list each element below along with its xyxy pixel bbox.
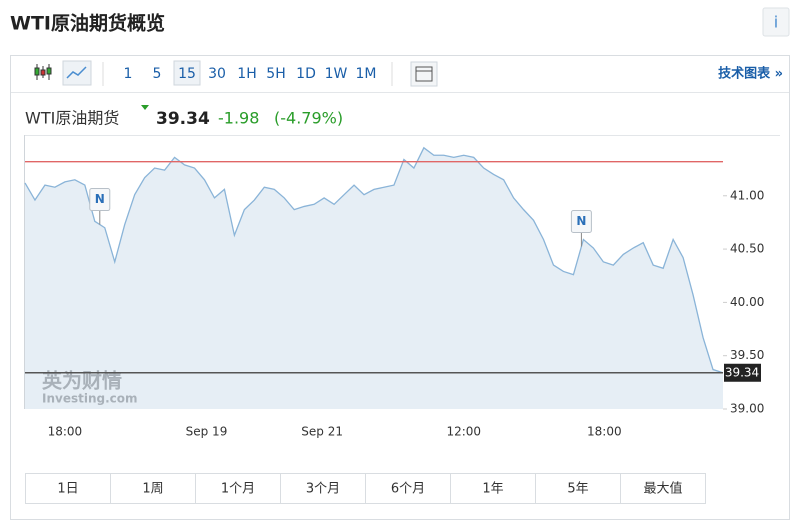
range-button[interactable] [195,473,281,504]
quote-change-percent: (-4.79%) [274,109,343,128]
interval-button[interactable]: 15 [178,66,196,82]
interval-button[interactable]: 1M [356,66,377,82]
news-marker[interactable] [89,188,111,212]
range-button[interactable] [450,473,536,504]
interval-button[interactable]: 1D [296,66,316,82]
range-button[interactable] [280,473,366,504]
price-tag-label: 39.34 [725,365,759,379]
info-button[interactable] [762,7,790,37]
interval-active[interactable] [173,60,201,86]
range-button-label[interactable]: 3个月 [306,482,340,497]
y-tick-label: 40.50 [730,242,764,256]
news-marker[interactable] [570,210,592,234]
news-marker-label[interactable]: N [576,214,586,228]
news-marker-label[interactable]: N [95,192,105,206]
range-button-label[interactable]: 1年 [482,482,503,497]
price-tag [724,363,761,382]
panel [10,55,790,520]
range-button-label[interactable]: 1个月 [221,482,255,497]
x-tick-label: 18:00 [587,425,622,439]
y-tick-label: 41.00 [730,188,764,202]
y-tick-label: 39.50 [730,348,764,362]
interval-button[interactable]: 5H [266,66,285,82]
range-button-label[interactable]: 6个月 [391,482,425,497]
page-title: WTI原油期货概览 [10,12,165,35]
area [25,147,723,410]
x-tick-label: 12:00 [446,425,481,439]
y-tick-label: 39.00 [730,402,764,416]
down-arrow [141,105,149,110]
quote-price: 39.34 [156,109,210,129]
line-icon-button[interactable] [62,60,92,86]
range-button[interactable] [25,473,111,504]
watermark: Investing.com [42,392,138,406]
range-button[interactable] [620,473,706,504]
info-icon[interactable]: i [774,13,778,32]
technical-chart-link[interactable]: 技术图表 » [718,66,783,82]
range-button-label[interactable]: 最大值 [643,481,682,497]
interval-button[interactable]: 1H [237,66,256,82]
range-button-label[interactable]: 1日 [57,482,78,497]
interval-button[interactable]: 1 [124,66,133,82]
interval-button[interactable]: 1W [325,66,348,82]
line-icon[interactable] [66,66,87,79]
quote-change: -1.98 [218,109,259,128]
x-tick-label: Sep 19 [186,425,228,439]
candle-icon[interactable] [34,64,52,80]
x-tick-label: Sep 21 [301,425,343,439]
x-tick-label: 18:00 [48,425,83,439]
range-button-label[interactable]: 5年 [567,482,588,497]
interval-button[interactable]: 30 [208,66,226,82]
interval-button[interactable]: 5 [153,66,162,82]
quote-name: WTI原油期货 [25,109,119,128]
range-button[interactable] [365,473,451,504]
range-button[interactable] [110,473,196,504]
calendar-icon[interactable] [410,61,438,87]
y-tick-label: 40.00 [730,295,764,309]
range-button-label[interactable]: 1周 [142,482,163,497]
price-line [24,146,724,374]
